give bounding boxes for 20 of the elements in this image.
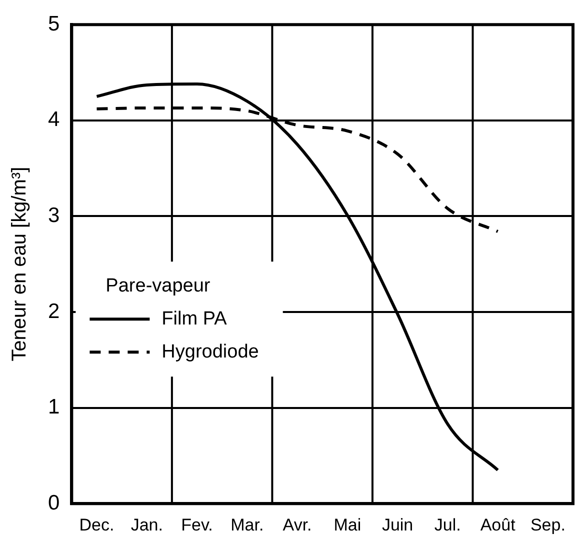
x-tick-label: Août (480, 515, 516, 534)
y-tick-label: 1 (48, 396, 60, 419)
x-tick-label: Mar. (230, 515, 264, 534)
x-tick-label: Sep. (530, 515, 566, 534)
x-tick-label: Fev. (181, 515, 213, 534)
x-tick-label: Dec. (79, 515, 114, 534)
legend-label: Hygrodiode (162, 341, 259, 362)
legend-title: Pare-vapeur (106, 275, 211, 296)
legend-label: Film PA (162, 308, 228, 330)
x-tick-label: Jul. (434, 515, 461, 534)
y-tick-label: 5 (48, 12, 60, 36)
y-tick-label: 0 (48, 491, 60, 514)
y-tick-label: 4 (48, 108, 60, 132)
x-tick-label: Jan. (130, 515, 163, 534)
x-tick-label: Mai (334, 515, 362, 534)
y-tick-label: 3 (48, 204, 60, 227)
x-tick-label: Juin (382, 515, 414, 534)
y-axis-title: Teneur en eau [kg/m³] (8, 166, 31, 362)
y-tick-label: 2 (48, 300, 60, 323)
x-tick-label: Avr. (282, 515, 312, 534)
